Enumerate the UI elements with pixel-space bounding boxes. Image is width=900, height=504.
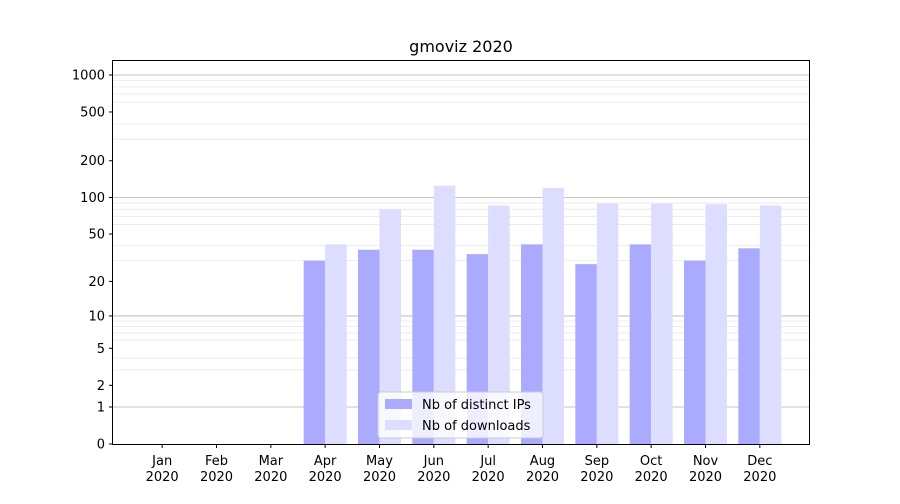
x-tick-label-month: Jun (423, 454, 444, 469)
x-tick-label-month: Aug (530, 454, 555, 469)
bar-downloads (488, 205, 510, 444)
y-tick-label: 50 (88, 227, 105, 242)
x-tick-label-month: Mar (259, 454, 284, 469)
y-tick-label: 1000 (72, 69, 105, 84)
x-tick-label-year: 2020 (689, 470, 722, 485)
legend-label: Nb of distinct IPs (422, 398, 531, 413)
x-tick-label-year: 2020 (309, 470, 342, 485)
bar-downloads (651, 203, 673, 444)
bar-distinct-ips (303, 260, 326, 444)
legend-box (377, 391, 544, 439)
x-tick-label-year: 2020 (200, 470, 233, 485)
bar-downloads (433, 185, 456, 444)
x-tick-label-year: 2020 (472, 470, 505, 485)
plot-frame (112, 60, 810, 445)
x-tick-label-year: 2020 (635, 470, 668, 485)
x-tick-label-month: Feb (205, 454, 228, 469)
bar-downloads (325, 244, 347, 444)
legend: Nb of distinct IPs Nb of downloads (377, 391, 544, 439)
y-tick-label: 200 (80, 154, 105, 169)
y-tick-label: 20 (88, 275, 105, 290)
y-tick-label: 5 (97, 342, 105, 357)
x-tick-label-month: Jul (479, 454, 496, 469)
x-tick-label-month: Sep (585, 454, 610, 469)
x-tick-label-month: Dec (747, 454, 772, 469)
y-axis: 0 1 2 5 10 20 50 100 200 500 1000 (72, 69, 113, 453)
bar-downloads (596, 203, 619, 444)
x-tick-label-year: 2020 (526, 470, 559, 485)
x-tick-label-year: 2020 (363, 470, 396, 485)
bar-distinct-ips (684, 260, 706, 444)
bars (303, 185, 782, 444)
x-tick-label-month: Apr (314, 454, 337, 469)
y-tick-label: 1 (97, 400, 105, 415)
y-tick-label: 2 (97, 379, 105, 394)
bar-downloads (759, 205, 782, 444)
y-tick-label: 100 (80, 191, 105, 206)
x-tick-label-year: 2020 (146, 470, 179, 485)
bar-distinct-ips (738, 248, 760, 444)
legend-swatch (385, 399, 412, 409)
y-tick-label: 10 (88, 309, 105, 324)
legend-swatch (385, 420, 412, 430)
y-tick-label: 0 (97, 438, 105, 453)
x-tick-label-year: 2020 (417, 470, 450, 485)
bar-distinct-ips (629, 244, 652, 444)
x-tick-label-year: 2020 (743, 470, 776, 485)
bar-downloads (705, 204, 727, 444)
x-tick-label-year: 2020 (254, 470, 287, 485)
x-tick-label-month: Oct (640, 454, 662, 469)
x-tick-label-month: Nov (693, 454, 719, 469)
bar-downloads (542, 187, 564, 444)
bar-distinct-ips (575, 264, 597, 444)
x-tick-label-month: May (366, 454, 393, 469)
x-tick-label-month: Jan (151, 454, 172, 469)
grid-lines (113, 74, 809, 408)
x-axis: Jan2020Feb2020Mar2020Apr2020May2020Jun20… (146, 444, 776, 485)
bar-downloads (379, 209, 401, 444)
bar-distinct-ips (358, 249, 380, 444)
x-tick-label-year: 2020 (580, 470, 613, 485)
chart-title: gmoviz 2020 (409, 37, 513, 56)
legend-label: Nb of downloads (422, 419, 531, 434)
y-tick-label: 500 (80, 105, 105, 120)
